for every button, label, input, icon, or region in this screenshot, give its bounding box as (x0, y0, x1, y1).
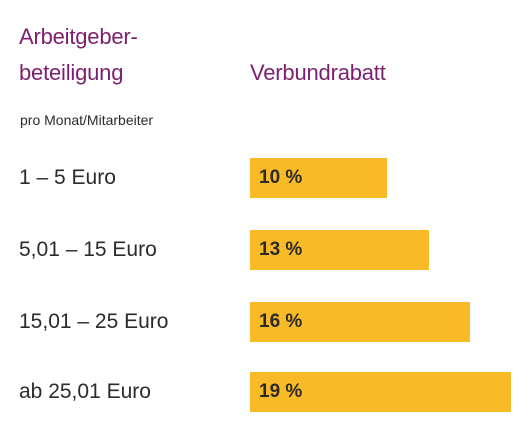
bar-value-label: 10 % (259, 167, 303, 188)
category-label: 1 – 5 Euro (19, 166, 116, 189)
discount-title: Verbundrabatt (250, 60, 386, 85)
category-label: ab 25,01 Euro (19, 380, 151, 403)
category-label: 15,01 – 25 Euro (19, 310, 169, 333)
discount-bar: 16 % (250, 302, 470, 342)
bar-value-label: 16 % (259, 311, 303, 332)
employer-contribution-title-line-1: Arbeitgeber- (19, 24, 138, 49)
employer-contribution-title: Arbeitgeber- beteiligung (19, 19, 239, 91)
discount-bar: 19 % (250, 372, 511, 412)
bar-value-label: 19 % (259, 381, 303, 402)
discount-bar: 13 % (250, 230, 429, 270)
discount-bar: 10 % (250, 158, 387, 198)
per-month-subtitle: pro Monat/Mitarbeiter (20, 112, 154, 128)
employer-contribution-title-line-2: beteiligung (19, 60, 124, 85)
category-label: 5,01 – 15 Euro (19, 238, 157, 261)
bar-value-label: 13 % (259, 239, 303, 260)
